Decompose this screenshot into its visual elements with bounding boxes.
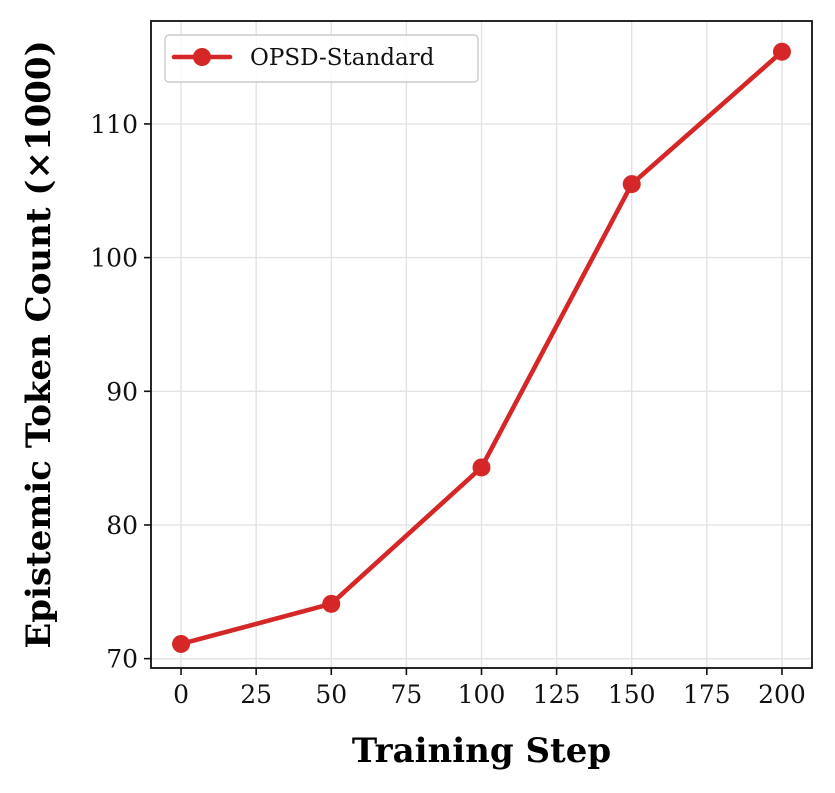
x-tick-label: 125 bbox=[533, 680, 581, 709]
x-tick-label: 150 bbox=[608, 680, 656, 709]
data-point bbox=[622, 175, 641, 194]
data-point bbox=[322, 594, 341, 613]
legend-label: OPSD-Standard bbox=[250, 45, 435, 71]
axis-ticks: 0 25 50 75 100 125 150 175 200 70 80 90 100 110 bbox=[90, 110, 806, 709]
x-tick-label: 100 bbox=[458, 680, 506, 709]
x-tick-label: 25 bbox=[240, 680, 272, 709]
x-tick-label: 75 bbox=[390, 680, 422, 709]
y-tick-label: 70 bbox=[106, 645, 138, 674]
x-tick-label: 50 bbox=[315, 680, 347, 709]
y-tick-label: 110 bbox=[90, 110, 138, 139]
data-point bbox=[772, 42, 791, 61]
x-tick-label: 200 bbox=[758, 680, 806, 709]
y-tick-label: 90 bbox=[106, 377, 138, 406]
legend: OPSD-Standard bbox=[164, 34, 479, 83]
y-tick-label: 100 bbox=[90, 244, 138, 273]
data-point bbox=[172, 634, 191, 653]
y-tick-label: 80 bbox=[106, 511, 138, 540]
legend-box bbox=[164, 34, 479, 83]
x-tick-label: 175 bbox=[683, 680, 731, 709]
x-axis-title: Training Step bbox=[352, 731, 611, 771]
legend-marker bbox=[193, 48, 211, 66]
y-axis-title: Epistemic Token Count (×1000) bbox=[19, 40, 59, 648]
x-tick-label: 0 bbox=[173, 680, 189, 709]
series-layer bbox=[172, 42, 791, 653]
grid bbox=[151, 21, 812, 668]
data-point bbox=[472, 458, 491, 477]
